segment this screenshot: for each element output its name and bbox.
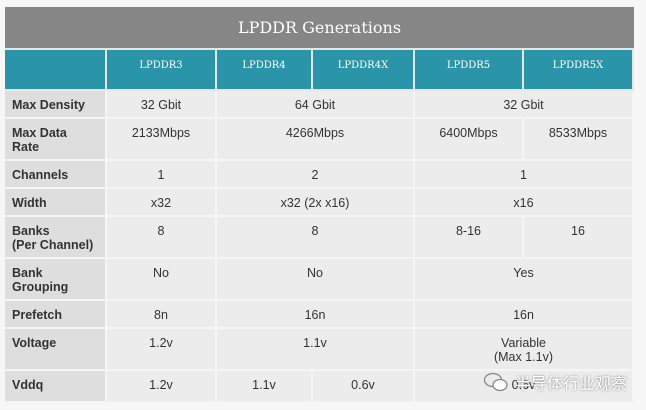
table-cell: 0.6v [313,371,415,403]
table-cell: 1.2v [107,371,217,403]
table-cell: 1 [415,161,634,189]
table-cell: 8 [217,217,415,259]
wechat-icon [483,372,508,392]
lpddr-table: LPDDR Generations LPDDR3 LPDDR4 LPDDR4X … [5,7,634,403]
table-title: LPDDR Generations [5,7,634,50]
table-cell: 2 [217,161,415,189]
header-cell-lpddr3: LPDDR3 [107,50,217,91]
header-cell-lpddr4x: LPDDR4X [313,50,415,91]
table-cell: 32 Gbit [415,91,634,119]
row-label: Banks (Per Channel) [5,217,107,259]
table-cell: 8533Mbps [524,119,634,161]
table-cell: No [217,259,415,301]
table-cell: Yes [415,259,634,301]
table-cell: 16n [415,301,634,329]
table-cell: 1 [107,161,217,189]
table-cell: 8n [107,301,217,329]
table-cell: 64 Gbit [217,91,415,119]
table-cell: 8-16 [415,217,524,259]
table-cell: 1.2v [107,329,217,371]
table-cell: 1.1v [217,329,415,371]
row-label: Max Density [5,91,107,119]
header-cell-blank [5,50,107,91]
table-cell: x32 [107,189,217,217]
row-label: Vddq [5,371,107,403]
watermark: 半导体行业观察 [483,370,627,394]
row-label: Voltage [5,329,107,371]
table-cell: 1.1v [217,371,313,403]
table-cell: 2133Mbps [107,119,217,161]
table-cell: 6400Mbps [415,119,524,161]
table-cell: 16 [524,217,634,259]
table-cell: 32 Gbit [107,91,217,119]
table-grid: LPDDR3 LPDDR4 LPDDR4X LPDDR5 LPDDR5X Max… [5,50,634,403]
table-cell: 4266Mbps [217,119,415,161]
table-cell: 8 [107,217,217,259]
header-cell-lpddr5x: LPDDR5X [524,50,634,91]
table-cell: 0.6v [415,371,634,403]
table-cell: x16 [415,189,634,217]
watermark-text: 半导体行业观察 [515,376,628,393]
table-cell: 16n [217,301,415,329]
row-label: Width [5,189,107,217]
row-label: Prefetch [5,301,107,329]
table-cell: No [107,259,217,301]
row-label: Max Data Rate [5,119,107,161]
row-label: Channels [5,161,107,189]
header-cell-lpddr4: LPDDR4 [217,50,313,91]
header-cell-lpddr5: LPDDR5 [415,50,524,91]
row-label: Bank Grouping [5,259,107,301]
table-cell: Variable (Max 1.1v) [415,329,634,371]
table-cell: x32 (2x x16) [217,189,415,217]
